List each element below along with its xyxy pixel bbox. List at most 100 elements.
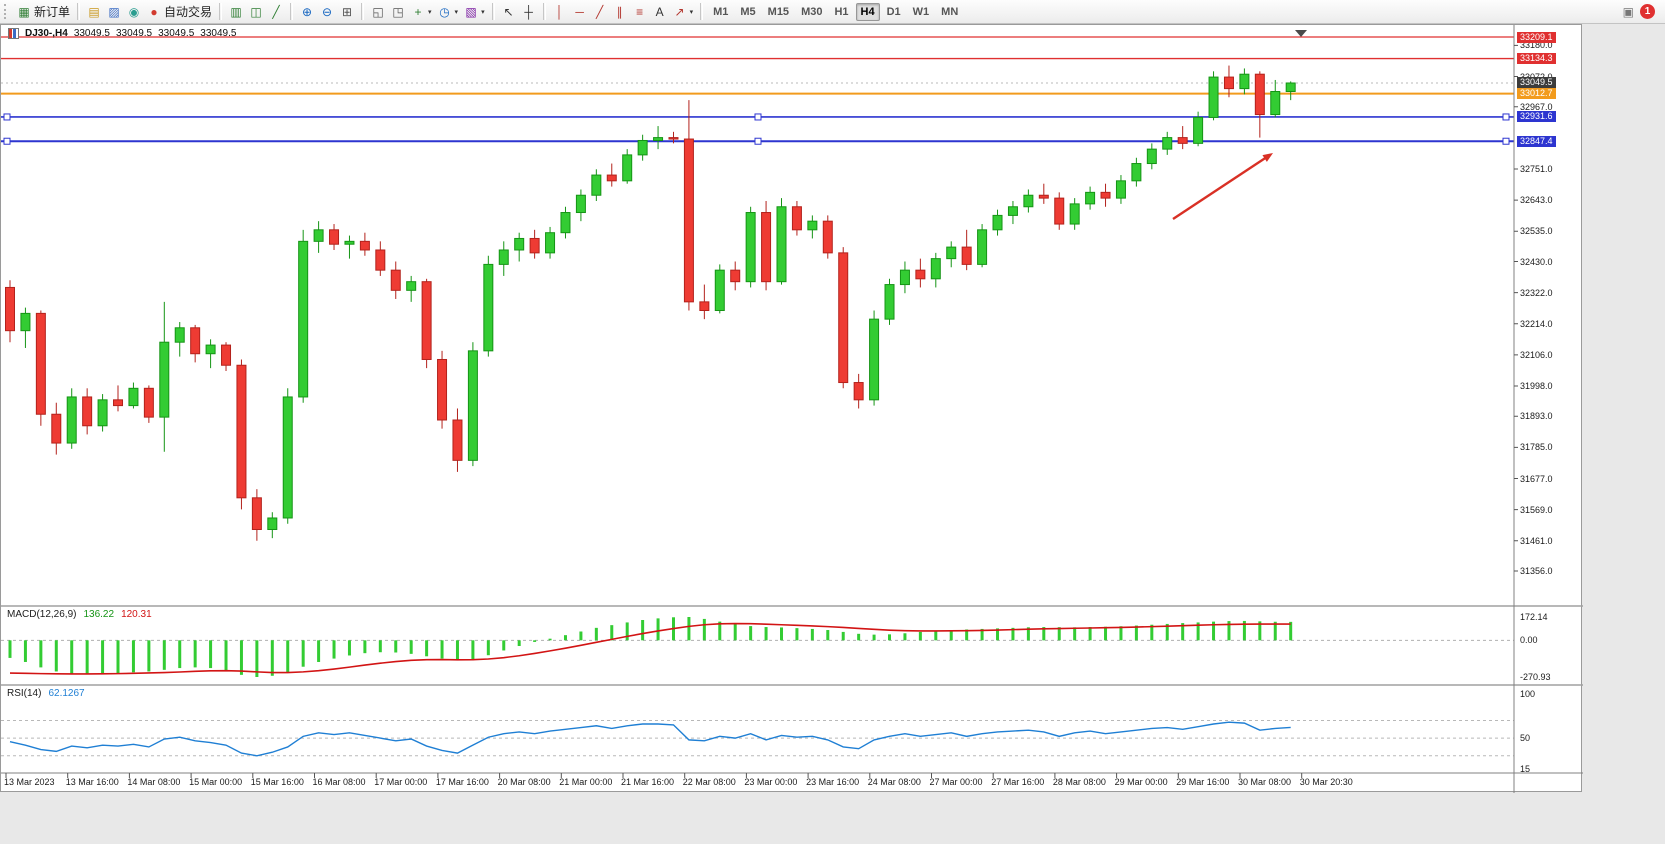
mdi-workspace: DJ30-,H4 33049.5 33049.5 33049.5 33049.5… (0, 24, 1665, 844)
chart-header: DJ30-,H4 33049.5 33049.5 33049.5 33049.5 (8, 28, 236, 39)
time-axis-label: 27 Mar 00:00 (929, 777, 983, 787)
chevron-down-icon: ▾ (689, 8, 694, 16)
line-chart-icon: ╱ (272, 4, 280, 19)
refresh-button[interactable]: ◉ (124, 2, 144, 22)
vertical-line-icon: │ (555, 4, 564, 19)
time-axis-label: 21 Mar 00:00 (559, 777, 613, 787)
timeframe-h4[interactable]: H4 (855, 2, 880, 21)
chart-shift-marker-icon[interactable] (1295, 30, 1307, 37)
indicators-button[interactable]: + ▾ (408, 2, 435, 22)
toolbar-separator (542, 3, 546, 20)
toolbar-separator (290, 3, 294, 20)
channel-icon: ∥ (616, 4, 623, 19)
zoom-out-button[interactable]: ⊖ (317, 2, 337, 22)
profiles-button[interactable]: ▨ (104, 2, 124, 22)
toolbar: ▦ 新订单 ▤ ▨ ◉ ● 自动交易 ▥ ◫ ╱ ⊕ ⊖ ⊞ ◱ ◳ + ▾ ◷ ▾ ▧ ▾ ↖ ┼ │ ─ ╱ ∥ ≡ A ↗ ▾ M1 M5… (0, 0, 1665, 24)
macd-axis-min-label: -270.93 (1520, 672, 1551, 682)
time-axis-label: 29 Mar 16:00 (1176, 777, 1230, 787)
new-order-button[interactable]: ▦ 新订单 (14, 2, 73, 22)
text-button[interactable]: A (650, 2, 670, 22)
arrow-tool-button[interactable]: ↗ ▾ (670, 2, 697, 22)
candles-layer (5, 65, 1296, 757)
horizontal-line-button[interactable]: ─ (570, 2, 590, 22)
time-axis-label: 14 Mar 08:00 (127, 777, 181, 787)
crosshair-button[interactable]: ┼ (519, 2, 539, 22)
notification-badge[interactable]: 1 (1640, 4, 1655, 19)
price-axis-label: 31461.0 (1520, 535, 1553, 546)
trendline-icon: ╱ (595, 4, 604, 19)
refresh-icon: ◉ (128, 4, 140, 19)
trendline-button[interactable]: ╱ (590, 2, 610, 22)
macd-indicator-label: MACD(12,26,9) 136.22 120.31 (7, 609, 152, 620)
chart-window[interactable]: DJ30-,H4 33049.5 33049.5 33049.5 33049.5… (0, 24, 1583, 793)
timeframe-w1[interactable]: W1 (912, 5, 930, 18)
templates-icon: ▧ (465, 4, 477, 19)
hline-handle[interactable] (1502, 113, 1510, 121)
arrange-horizontal-icon: ◳ (392, 4, 404, 19)
time-axis-label: 15 Mar 00:00 (189, 777, 243, 787)
chart-open-value: 33049.5 (73, 28, 110, 39)
templates-button[interactable]: ▧ ▾ (461, 2, 488, 22)
time-axis-label: 27 Mar 16:00 (991, 777, 1045, 787)
time-axis-label: 21 Mar 16:00 (621, 777, 675, 787)
candlestick-chart-icon: ◫ (250, 4, 262, 19)
rsi-value: 62.1267 (48, 688, 85, 699)
time-axis-label: 16 Mar 08:00 (312, 777, 366, 787)
candlestick-chart-button[interactable]: ◫ (246, 2, 266, 22)
cursor-button[interactable]: ↖ (499, 2, 519, 22)
hline-handle[interactable] (3, 113, 11, 121)
timeframe-m30[interactable]: M30 (801, 5, 823, 18)
frame-layer (1, 25, 1583, 793)
timeframe-m5[interactable]: M5 (740, 5, 756, 18)
timeframe-mn[interactable]: MN (941, 5, 959, 18)
hline-handle[interactable] (3, 137, 11, 145)
channel-button[interactable]: ∥ (610, 2, 630, 22)
timeframe-m1[interactable]: M1 (713, 5, 729, 18)
bar-chart-button[interactable]: ▥ (226, 2, 246, 22)
price-axis-label: 32322.0 (1520, 287, 1553, 298)
grid-icon[interactable]: ▣ (1622, 4, 1634, 19)
fibonacci-button[interactable]: ≡ (630, 2, 650, 22)
time-axis-label: 13 Mar 16:00 (65, 777, 119, 787)
new-chart-button[interactable]: ▤ (84, 2, 104, 22)
hline-handle[interactable] (754, 113, 762, 121)
periods-button[interactable]: ◷ ▾ (435, 2, 462, 22)
horizontal-line-icon: ─ (575, 4, 584, 19)
line-chart-button[interactable]: ╱ (266, 2, 286, 22)
price-axis-label: 31356.0 (1520, 566, 1553, 576)
price-axis-label: 32106.0 (1520, 349, 1553, 360)
bar-chart-icon: ▥ (230, 4, 242, 19)
chart-symbol-period: DJ30-,H4 (25, 28, 68, 39)
tile-windows-button[interactable]: ⊞ (337, 2, 357, 22)
price-axis-label: 31893.0 (1520, 411, 1553, 422)
periods-icon: ◷ (439, 4, 450, 19)
timeframe-h1[interactable]: H1 (834, 5, 849, 18)
price-axis-label: 31677.0 (1520, 473, 1553, 484)
trend-arrow-annotation[interactable] (1172, 155, 1269, 221)
hline-handle[interactable] (754, 137, 762, 145)
time-axis-label: 17 Mar 16:00 (435, 777, 489, 787)
hline-handle[interactable] (1502, 137, 1510, 145)
chart-close-value: 33049.5 (200, 28, 237, 39)
timeframe-d1[interactable]: D1 (886, 5, 901, 18)
chart-canvas[interactable] (1, 25, 1583, 793)
arrange-vertical-button[interactable]: ◱ (368, 2, 388, 22)
new-order-button-label: 新订单 (34, 5, 71, 19)
toolbar-separator (219, 3, 223, 20)
arrange-horizontal-button[interactable]: ◳ (388, 2, 408, 22)
text-icon: A (655, 4, 664, 19)
crosshair-icon: ┼ (524, 4, 533, 19)
lines-layer (1, 36, 1514, 757)
time-axis-label: 17 Mar 00:00 (374, 777, 428, 787)
price-tag: 33209.1 (1517, 31, 1556, 43)
fibonacci-icon: ≡ (636, 4, 644, 19)
macd-signal-value: 120.31 (121, 609, 152, 620)
vertical-line-button[interactable]: │ (550, 2, 570, 22)
auto-trading-button[interactable]: ● 自动交易 (144, 2, 215, 22)
price-axis-label: 31569.0 (1520, 504, 1553, 515)
zoom-in-button[interactable]: ⊕ (297, 2, 317, 22)
price-tag: 33134.3 (1517, 53, 1556, 65)
time-axis-label: 20 Mar 08:00 (497, 777, 551, 787)
timeframe-m15[interactable]: M15 (767, 5, 790, 18)
